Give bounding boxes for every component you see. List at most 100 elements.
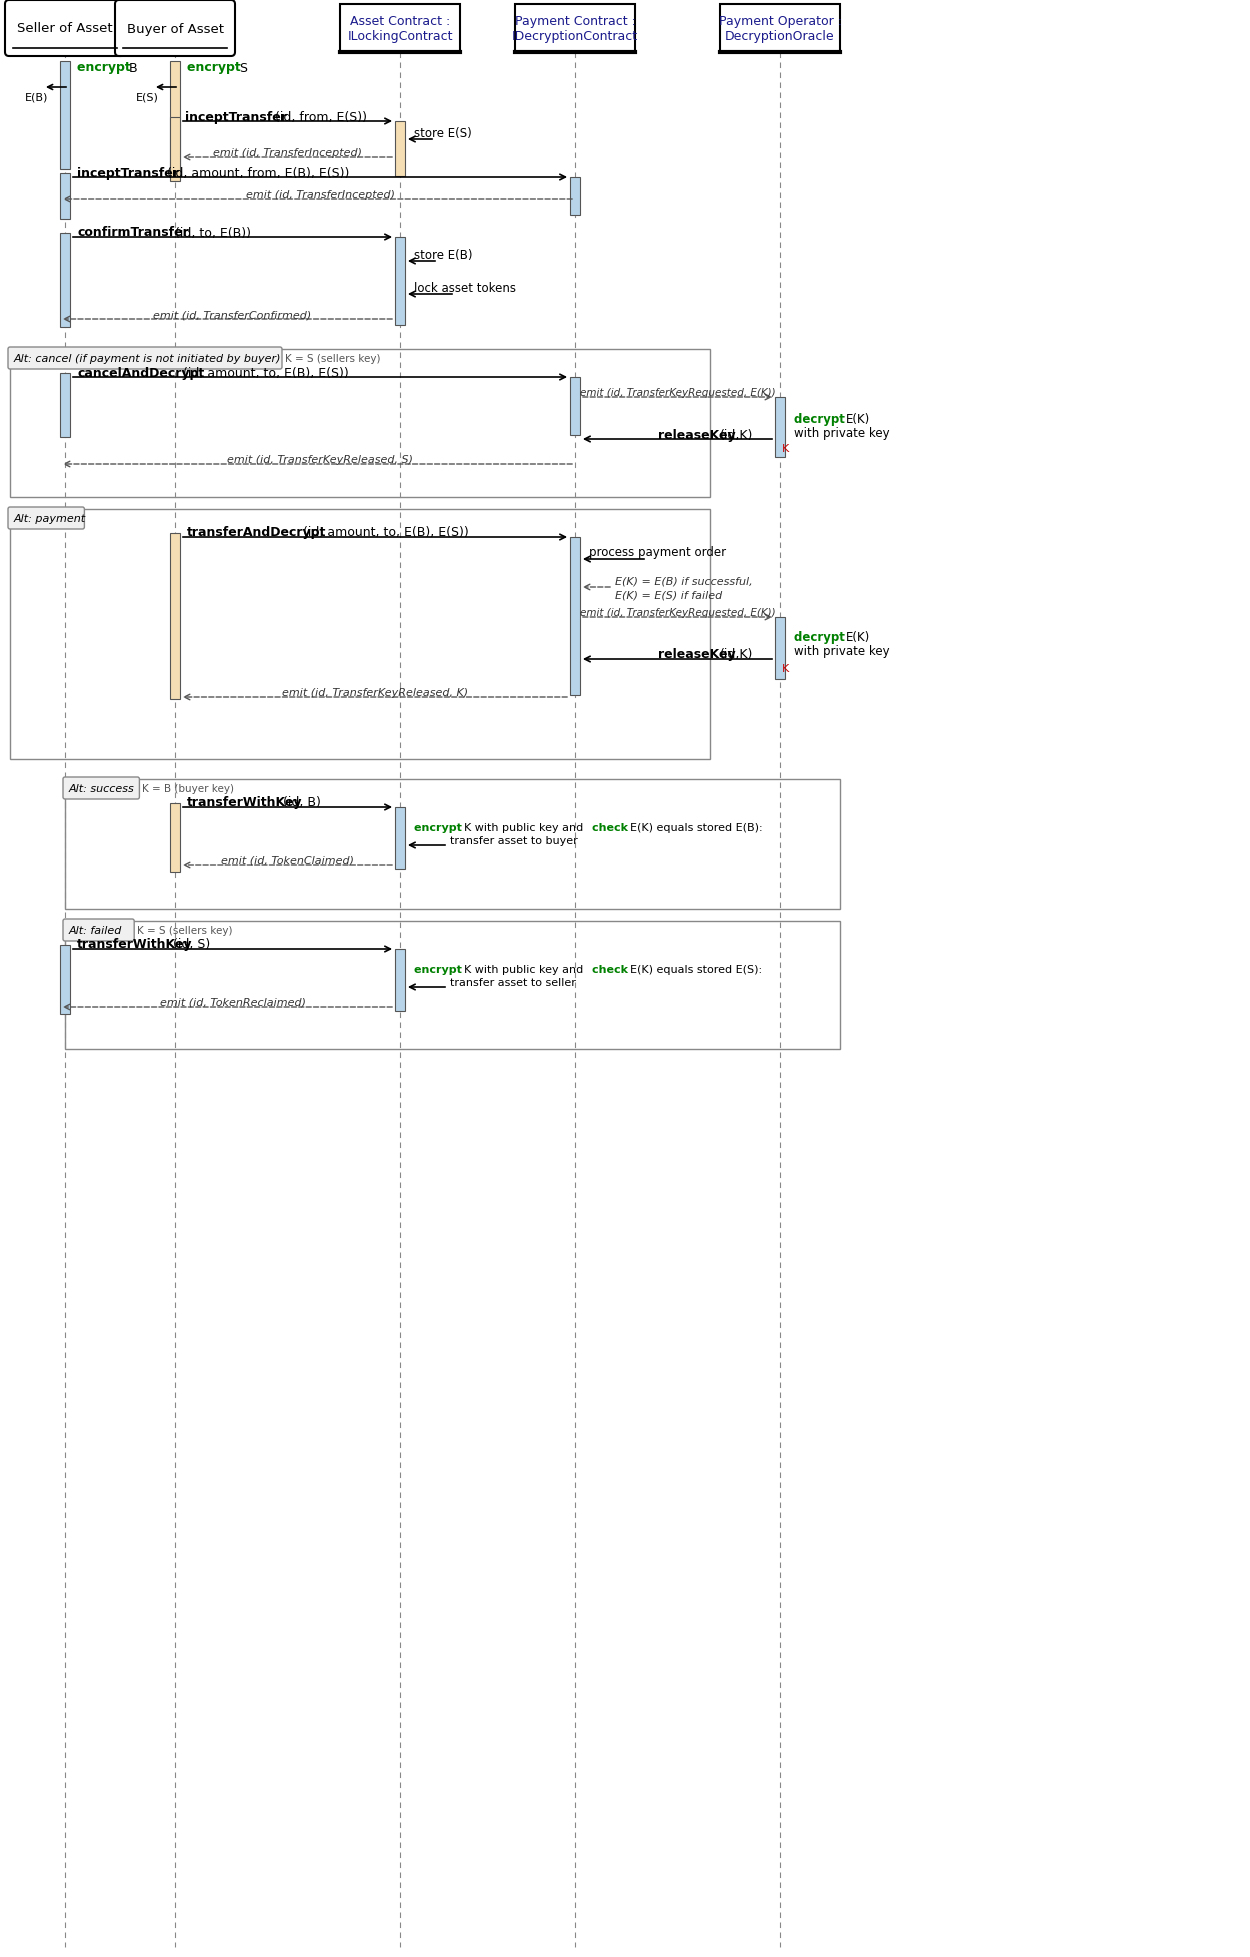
Text: transferAndDecrypt: transferAndDecrypt [188,526,326,540]
Text: K = S (sellers key): K = S (sellers key) [285,354,380,364]
Text: (id,K): (id,K) [720,429,752,440]
Bar [570,538,580,695]
Text: emit (id, TokenClaimed): emit (id, TokenClaimed) [221,855,354,865]
Text: emit (id, TransferKeyRequested, E(K)): emit (id, TransferKeyRequested, E(K)) [580,609,775,618]
Text: releaseKey: releaseKey [658,429,735,440]
Text: (id, amount, from, E(B), E(S)): (id, amount, from, E(B), E(S)) [168,166,350,180]
Text: K = S (sellers key): K = S (sellers key) [138,926,232,935]
Text: E(B): E(B) [25,92,49,104]
Bar [775,618,785,679]
Text: encrypt: encrypt [414,822,466,832]
Bar [395,949,405,1012]
Text: (id,K): (id,K) [720,648,752,661]
Bar [170,117,180,182]
Bar [570,178,580,215]
FancyBboxPatch shape [62,777,140,800]
Text: encrypt: encrypt [414,965,466,975]
Bar [60,235,70,329]
Text: (id, to, E(B)): (id, to, E(B)) [175,227,251,239]
Text: encrypt: encrypt [188,61,245,74]
Text: E(K): E(K) [846,632,870,644]
Text: transfer asset to seller: transfer asset to seller [450,977,576,988]
Text: S: S [239,61,248,74]
Text: K with public key and: K with public key and [464,822,586,832]
Text: E(K) equals stored E(B):: E(K) equals stored E(B): [630,822,762,832]
Text: B: B [129,61,138,74]
Text: emit (id, TransferKeyReleased, K): emit (id, TransferKeyReleased, K) [282,687,468,697]
Text: K: K [782,444,789,454]
Bar [60,374,70,438]
Text: K = B (buyer key): K = B (buyer key) [142,783,235,795]
Text: K with public key and: K with public key and [464,965,586,975]
Bar [60,63,70,170]
Text: transfer asset to buyer: transfer asset to buyer [450,836,578,845]
Text: emit (id, TransferKeyReleased, S): emit (id, TransferKeyReleased, S) [228,454,412,464]
Bar [515,6,635,53]
Text: emit (id, TransferKeyRequested, E(K)): emit (id, TransferKeyRequested, E(K)) [580,387,775,397]
Bar [395,239,405,325]
Bar [340,6,460,53]
Bar [395,121,405,176]
FancyBboxPatch shape [8,348,282,370]
Text: store E(B): store E(B) [414,249,472,262]
Bar [720,6,840,53]
Text: Buyer of Asset: Buyer of Asset [126,22,224,35]
FancyBboxPatch shape [5,2,125,57]
Text: decrypt: decrypt [794,413,849,427]
Bar [170,534,180,701]
Text: releaseKey: releaseKey [658,648,735,661]
Text: inceptTransfer: inceptTransfer [78,166,179,180]
Text: transferWithKey: transferWithKey [78,937,192,951]
Text: lock asset tokens: lock asset tokens [414,282,516,294]
Bar [65,779,840,910]
Bar [170,804,180,873]
Bar [570,378,580,436]
Text: (id, amount, to, E(B), E(S)): (id, amount, to, E(B), E(S)) [182,366,349,380]
Bar [395,808,405,869]
Bar [60,945,70,1014]
Text: Alt: payment: Alt: payment [14,515,86,524]
Text: Payment Contract :
IDecryptionContract: Payment Contract : IDecryptionContract [512,16,638,43]
FancyBboxPatch shape [115,2,235,57]
Text: decrypt: decrypt [794,632,849,644]
Text: Alt: cancel (if payment is not initiated by buyer): Alt: cancel (if payment is not initiated… [14,354,281,364]
Text: E(K) = E(S) if failed: E(K) = E(S) if failed [615,591,722,601]
Bar [60,174,70,219]
Text: Alt: success: Alt: success [69,783,135,795]
Text: E(S): E(S) [135,92,159,104]
Text: check: check [592,822,632,832]
Text: encrypt: encrypt [78,61,135,74]
Bar [10,509,710,759]
Text: (id, B): (id, B) [282,796,321,808]
Text: E(K) equals stored E(S):: E(K) equals stored E(S): [630,965,762,975]
Text: K: K [782,663,789,673]
Text: emit (id, TransferIncepted): emit (id, TransferIncepted) [245,190,395,200]
Text: E(K) = E(B) if successful,: E(K) = E(B) if successful, [615,577,752,587]
Text: emit (id, TransferIncepted): emit (id, TransferIncepted) [213,149,362,159]
Text: check: check [592,965,632,975]
Text: (id, from, E(S)): (id, from, E(S)) [275,110,368,123]
Text: Alt: failed: Alt: failed [69,926,122,935]
Text: Seller of Asset: Seller of Asset [18,22,112,35]
Text: store E(S): store E(S) [414,127,471,139]
Text: emit (id, TokenReclaimed): emit (id, TokenReclaimed) [160,998,305,1008]
Text: confirmTransfer: confirmTransfer [78,227,189,239]
Text: transferWithKey: transferWithKey [188,796,302,808]
Text: inceptTransfer: inceptTransfer [185,110,288,123]
FancyBboxPatch shape [8,507,85,530]
Text: cancelAndDecrypt: cancelAndDecrypt [78,366,204,380]
Text: (id, amount, to, E(B), E(S)): (id, amount, to, E(B), E(S)) [302,526,469,540]
Text: E(K): E(K) [846,413,870,427]
Text: process payment order: process payment order [589,546,726,560]
Bar [775,397,785,458]
Text: with private key: with private key [794,427,890,440]
FancyBboxPatch shape [62,920,134,941]
Text: Payment Operator :
DecryptionOracle: Payment Operator : DecryptionOracle [719,16,841,43]
Bar [10,350,710,497]
Text: (id, S): (id, S) [173,937,210,951]
Text: Asset Contract :
ILockingContract: Asset Contract : ILockingContract [348,16,452,43]
Bar [65,922,840,1049]
Text: emit (id, TransferConfirmed): emit (id, TransferConfirmed) [154,309,311,319]
Bar [170,63,180,170]
Text: with private key: with private key [794,646,890,658]
